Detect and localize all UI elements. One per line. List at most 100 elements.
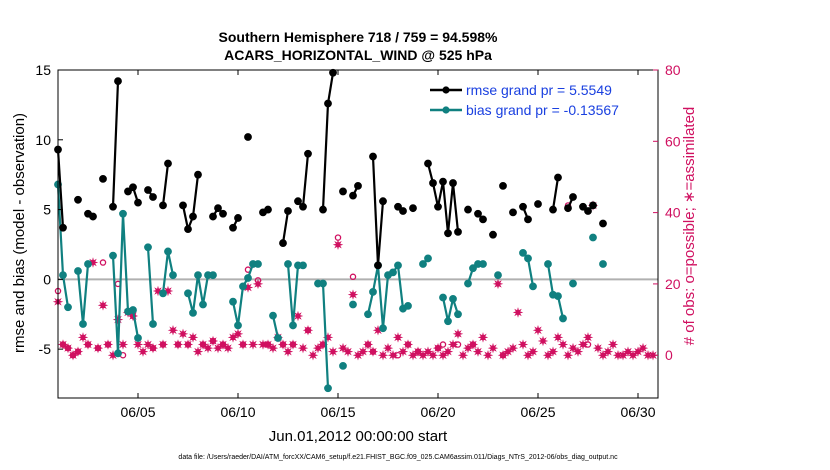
bias-point [424, 254, 432, 263]
bias-point [464, 279, 472, 288]
obs-assimilated-point [507, 342, 519, 354]
obs-assimilated-point [472, 346, 484, 357]
obs-assimilated-point [622, 346, 634, 357]
rmse-point [179, 201, 187, 210]
bias-point [129, 306, 137, 314]
rmse-point [164, 159, 172, 168]
x-tick-label: 06/20 [420, 404, 455, 420]
obs-assimilated-point [282, 346, 294, 357]
rmse-point [479, 215, 487, 224]
rmse-point [579, 202, 587, 211]
obs-assimilated-point [302, 324, 314, 336]
obs-assimilated-point [487, 342, 499, 354]
rmse-point [294, 197, 302, 206]
obs-assimilated-point [277, 339, 289, 350]
rmse-point [134, 198, 142, 207]
obs-assimilated-point [182, 339, 194, 350]
x-tick-label: 06/25 [520, 404, 555, 420]
bias-point [229, 297, 237, 306]
bias-point [199, 300, 207, 309]
x-tick-label: 06/30 [620, 404, 655, 420]
obs-assimilated-point [82, 339, 94, 350]
bias-point [189, 308, 197, 317]
rmse-point [299, 202, 307, 211]
obs-assimilated-point [97, 300, 109, 311]
bias-line [58, 185, 603, 389]
obs-assimilated-point [597, 349, 609, 361]
rmse-point [184, 225, 192, 234]
x-axis-label: Jun.01,2012 00:00:00 start [269, 428, 448, 445]
obs-assimilated-point [247, 339, 259, 350]
rmse-point [424, 159, 432, 168]
rmse-point [434, 202, 442, 211]
obs-assimilated-point [617, 349, 629, 361]
rmse-point [474, 209, 482, 218]
bias-point [569, 279, 577, 288]
rmse-point [214, 204, 222, 213]
rmse-point [354, 181, 362, 190]
rmse-point [219, 209, 227, 218]
obs-assimilated-point [352, 349, 364, 361]
obs-assimilated-point [147, 342, 159, 354]
obs-assimilated-point [357, 346, 369, 357]
chart-subtitle: ACARS_HORIZONTAL_WIND @ 525 hPa [224, 47, 492, 63]
rmse-point [489, 230, 497, 239]
bias-point [349, 300, 357, 309]
rmse-point [499, 181, 507, 190]
obs-assimilated-point [432, 342, 444, 354]
obs-assimilated-point [307, 349, 319, 361]
obs-assimilated-point [457, 349, 469, 361]
x-tick-label: 06/05 [120, 404, 155, 420]
obs-assimilated-point [572, 346, 584, 357]
rmse-point [524, 215, 532, 224]
obs-assimilated-point [447, 339, 459, 350]
rmse-point [129, 183, 137, 192]
obs-assimilated-point [177, 328, 189, 340]
obs-assimilated-point [167, 324, 179, 336]
y-left-tick-label: -5 [39, 341, 52, 357]
obs-assimilated-point [567, 342, 579, 354]
obs-assimilated-point [387, 349, 399, 361]
rmse-point [439, 177, 447, 186]
obs-assimilated-point [332, 239, 344, 250]
obs-assimilated-point [172, 339, 184, 350]
bias-point [469, 264, 477, 273]
bias-point [559, 314, 567, 323]
obs-assimilated-point [102, 339, 114, 350]
obs-assimilated-point [537, 335, 549, 347]
obs-assimilated-point [377, 349, 389, 361]
y-axis-left-label: rmse and bias (model - observation) [11, 113, 28, 353]
rmse-point [519, 202, 527, 211]
obs-assimilated-point [62, 342, 74, 354]
bias-point [544, 260, 552, 268]
legend-rmse-label: rmse grand pr = 5.5549 [466, 82, 612, 98]
obs-assimilated-point [117, 339, 129, 350]
bias-point [109, 251, 117, 260]
obs-assimilated-point [382, 342, 394, 354]
bias-point [339, 361, 347, 370]
legend-box [412, 78, 652, 122]
rmse-point [444, 229, 452, 238]
bias-point [79, 320, 87, 328]
rmse-point [409, 204, 417, 213]
obs-assimilated-point [637, 342, 649, 354]
bias-point [144, 243, 152, 252]
bias-point [169, 271, 177, 280]
obs-assimilated-point [252, 278, 264, 290]
obs-possible-point [244, 266, 252, 273]
bias-point [114, 349, 122, 358]
obs-assimilated-point [602, 346, 614, 357]
rmse-point [549, 205, 557, 214]
rmse-point [394, 202, 402, 211]
rmse-point [304, 149, 312, 158]
obs-assimilated-point [342, 346, 354, 357]
bias-point [404, 301, 412, 310]
rmse-point [374, 261, 382, 270]
bias-point [524, 254, 532, 263]
rmse-point [399, 207, 407, 215]
obs-assimilated-point [132, 339, 144, 350]
x-tick-label: 06/15 [320, 404, 355, 420]
obs-assimilated-point [347, 289, 359, 300]
bias-point [274, 334, 282, 342]
obs-assimilated-point [197, 339, 209, 350]
